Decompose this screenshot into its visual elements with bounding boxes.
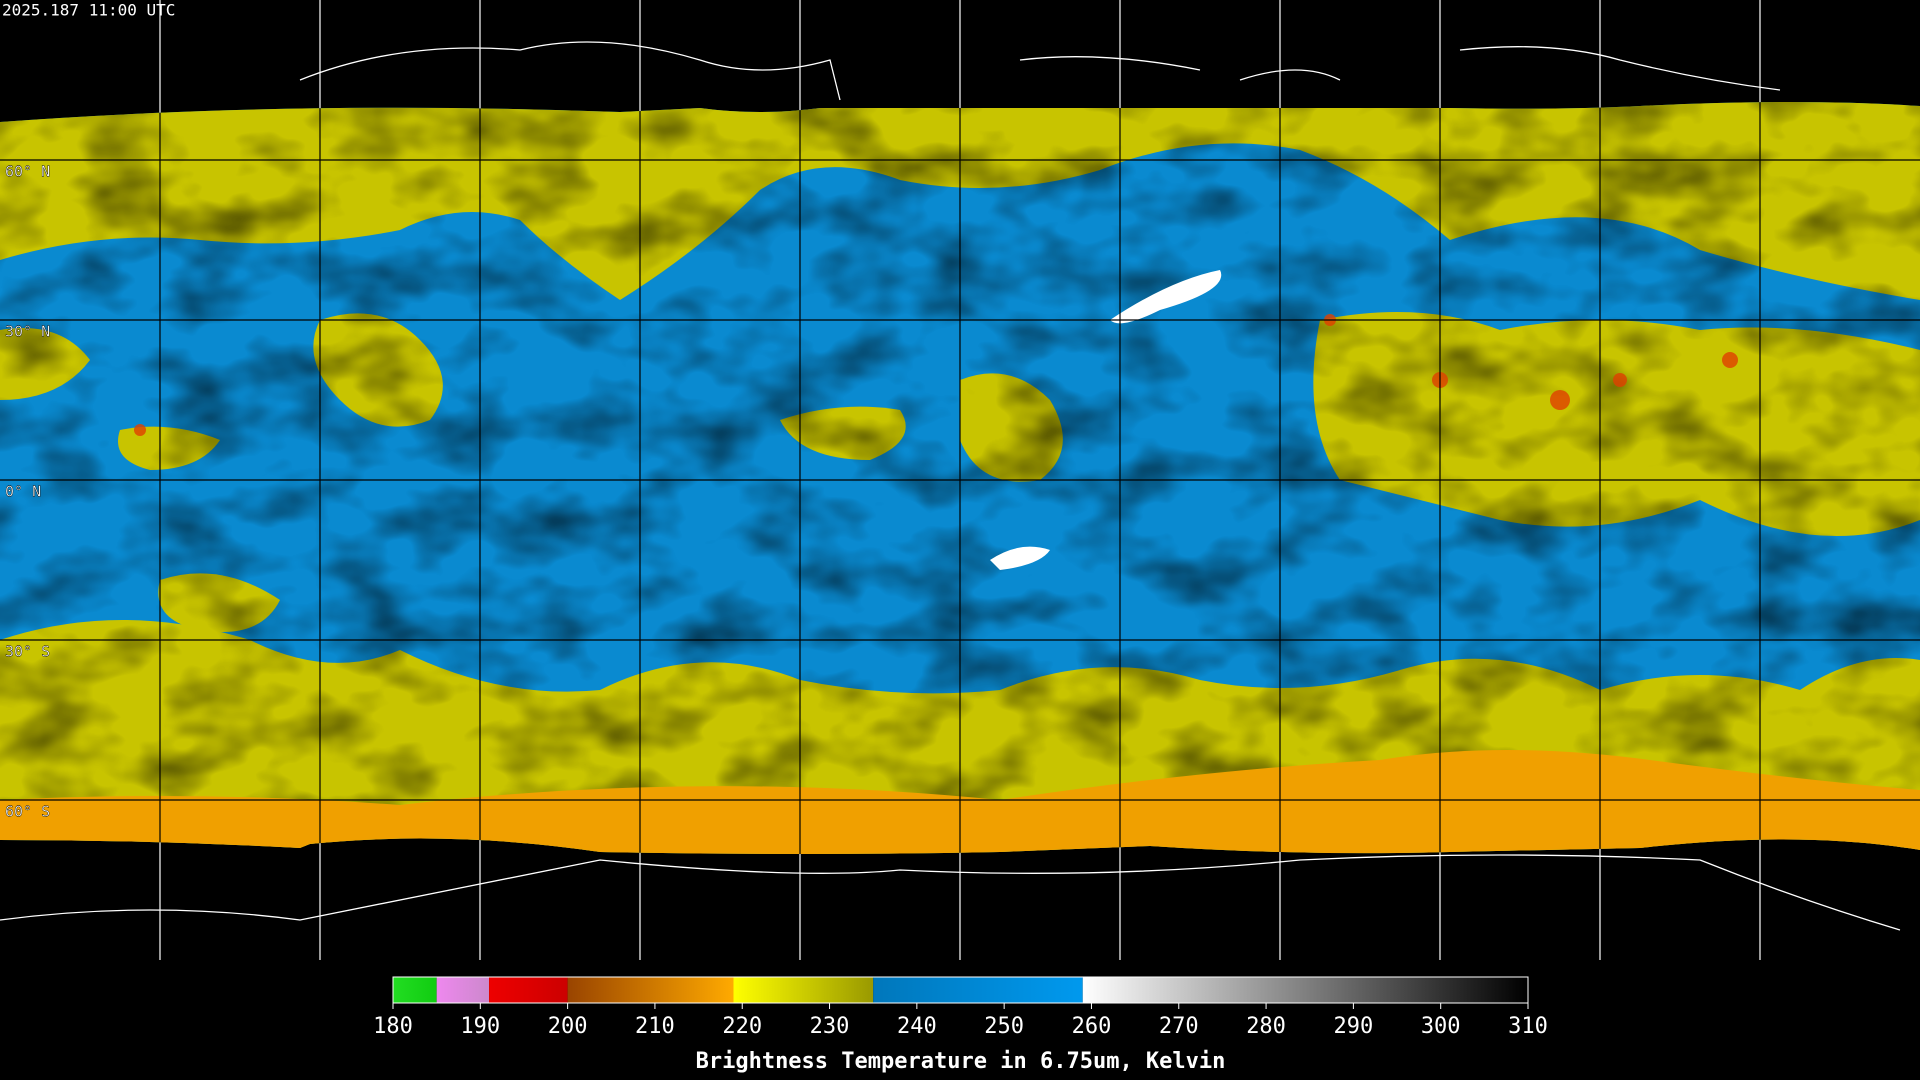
colorbar-label: Brightness Temperature in 6.75um, Kelvin	[696, 1049, 1226, 1074]
latitude-label: 30° S	[5, 643, 50, 661]
colorbar-tick-label: 250	[984, 1014, 1024, 1039]
latitude-label: 60° S	[5, 803, 50, 821]
colorbar-frame	[392, 976, 1529, 1004]
latitude-label: 30° N	[5, 323, 50, 341]
coastlines-polar	[0, 41, 1901, 931]
longitude-lines-inner	[159, 102, 1761, 854]
colorbar-segment	[873, 977, 1083, 1003]
colorbar-segment	[1082, 977, 1528, 1003]
colorbar-tick-label: 280	[1246, 1014, 1286, 1039]
colorbar-tick-label: 310	[1508, 1014, 1548, 1039]
colorbar-tick-label: 180	[373, 1014, 413, 1039]
timestamp: 2025.187 11:00 UTC	[2, 1, 175, 20]
colorbar-tick-label: 230	[810, 1014, 850, 1039]
latitude-label: 0° N	[5, 483, 41, 501]
colorbar-tick-label: 210	[635, 1014, 675, 1039]
colorbar-tick-label: 300	[1421, 1014, 1461, 1039]
colorbar-segment	[393, 977, 437, 1003]
colorbar-segment	[567, 977, 734, 1003]
colorbar: 180 190 200 210 220 230 240 250 260 270 280 290 300 3…	[373, 976, 1548, 1074]
colorbar-segment	[436, 977, 490, 1003]
colorbar-tick-label: 200	[548, 1014, 588, 1039]
colorbar-tick-label: 190	[460, 1014, 500, 1039]
colorbar-segment	[489, 977, 568, 1003]
colorbar-tick-label: 270	[1159, 1014, 1199, 1039]
colorbar-segment	[733, 977, 874, 1003]
latitude-label: 60° N	[5, 163, 50, 181]
colorbar-tick-label: 290	[1334, 1014, 1374, 1039]
colorbar-tick-label: 240	[897, 1014, 937, 1039]
colorbar-tick-label: 260	[1072, 1014, 1112, 1039]
colorbar-tick-label: 220	[722, 1014, 762, 1039]
